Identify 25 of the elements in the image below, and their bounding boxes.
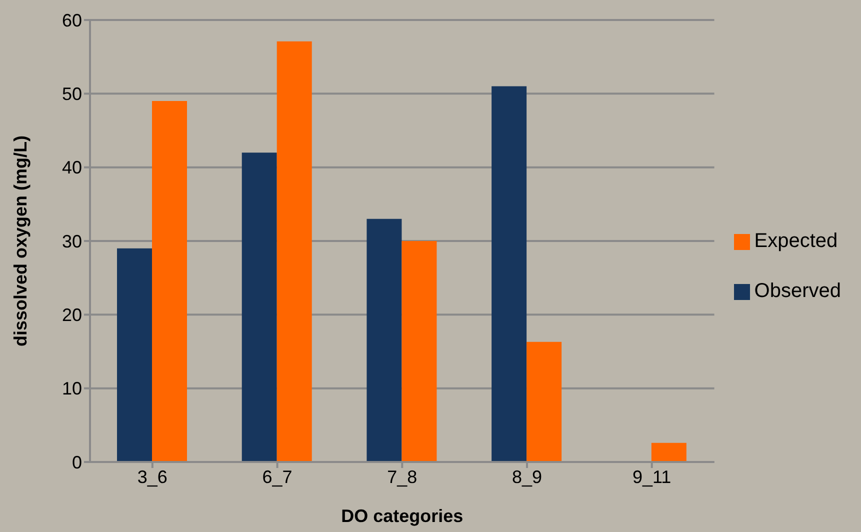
- y-tick-label: 10: [62, 378, 82, 399]
- y-tick-label: 40: [62, 158, 82, 178]
- x-tick-label: 8_9: [512, 466, 542, 487]
- y-tick-label: 0: [72, 452, 82, 472]
- bar: [242, 152, 277, 462]
- x-tick-label: 9_11: [632, 466, 672, 487]
- x-axis-title: DO categories: [341, 506, 464, 526]
- x-tick-label: 7_8: [387, 466, 418, 487]
- bar: [402, 241, 437, 462]
- bar: [492, 86, 527, 462]
- bar: [276, 41, 312, 462]
- bar: [526, 342, 562, 462]
- x-tick-label: 3_6: [137, 466, 168, 487]
- bar: [152, 101, 187, 462]
- legend-label: Observed: [754, 280, 841, 302]
- y-tick-label: 50: [62, 84, 82, 104]
- y-tick-label: 20: [62, 305, 82, 326]
- bar: [117, 248, 152, 462]
- legend-label: Expected: [754, 230, 838, 252]
- y-tick-label: 60: [62, 10, 82, 30]
- x-tick-label: 6_7: [262, 466, 292, 487]
- bar: [651, 442, 686, 462]
- y-axis-title: dissolved oxygen (mg/L): [10, 135, 30, 347]
- bar: [366, 218, 402, 462]
- y-tick-label: 30: [62, 231, 82, 252]
